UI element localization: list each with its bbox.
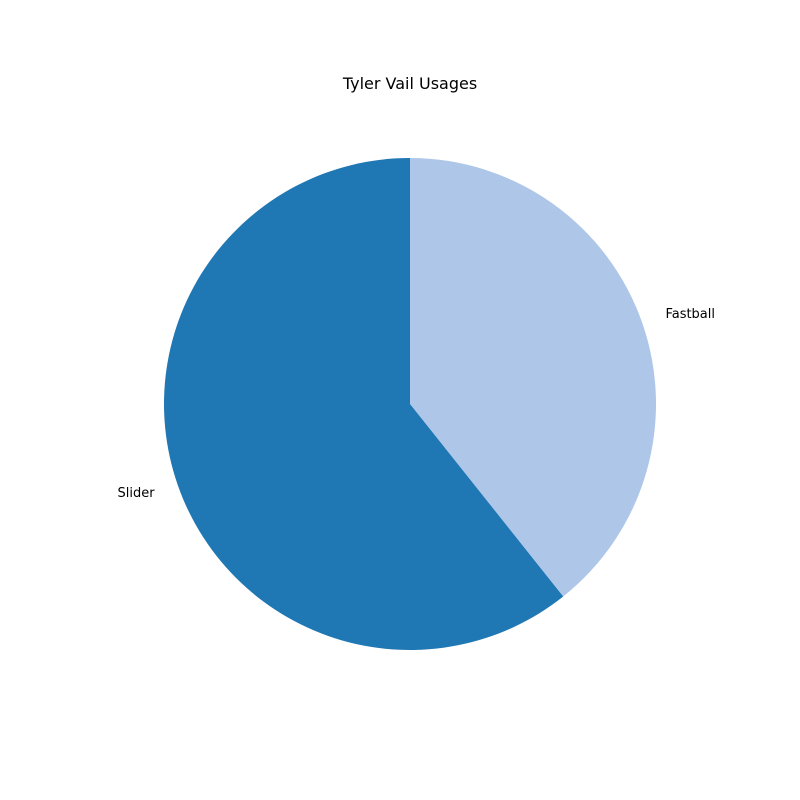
pie-slice-slider (164, 158, 564, 650)
pie-slice-fastball (410, 158, 657, 597)
pie-label-slider: Slider (117, 486, 155, 501)
pie-labels: Fastball Slider (117, 307, 715, 501)
pie-slices (164, 158, 657, 650)
pie-label-fastball: Fastball (665, 307, 715, 322)
chart-title: Tyler Vail Usages (342, 74, 477, 93)
